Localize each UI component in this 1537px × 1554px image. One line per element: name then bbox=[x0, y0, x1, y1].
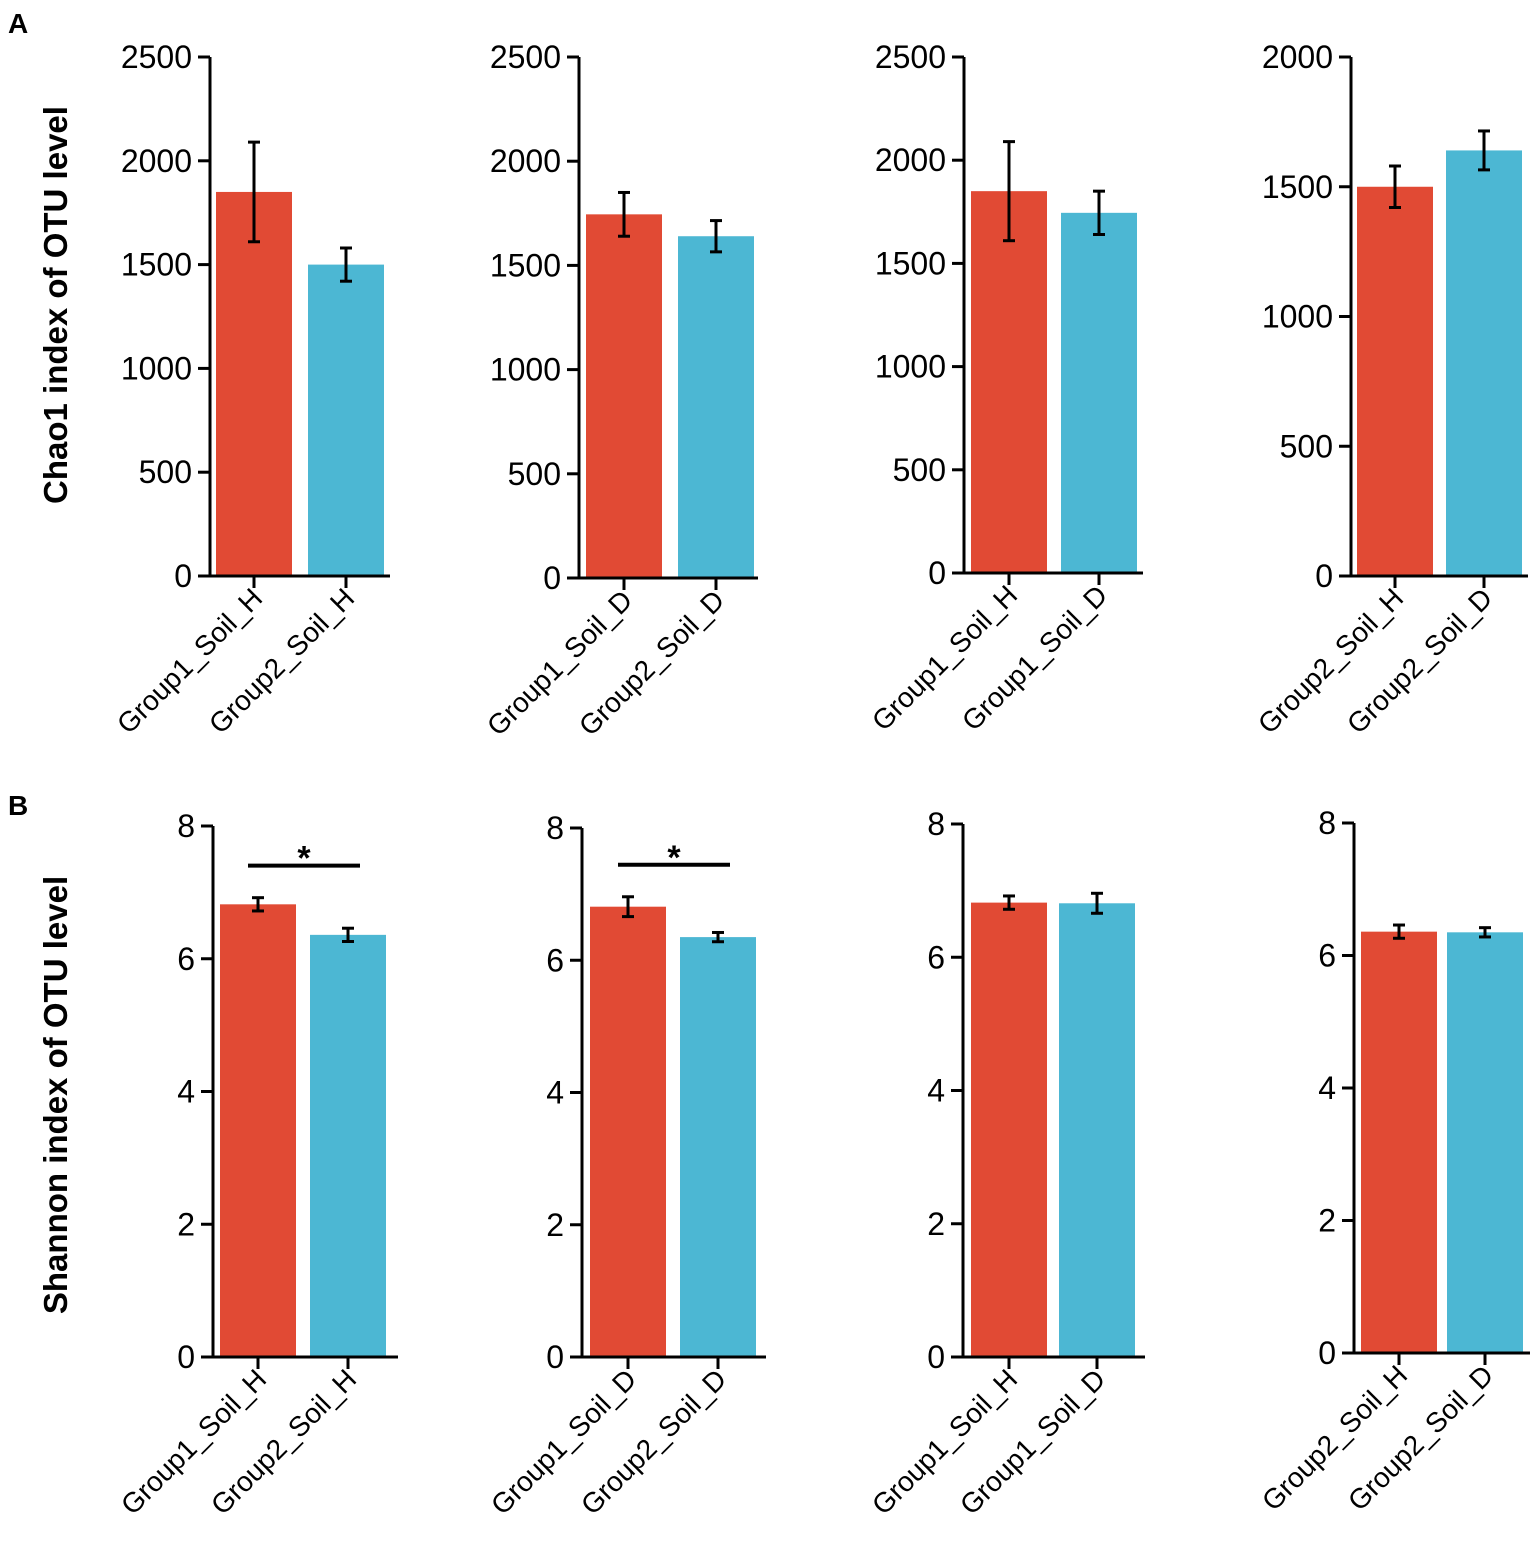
panel-letter-b: B bbox=[8, 790, 29, 821]
chart3-ytick-label-2000: 2000 bbox=[875, 142, 946, 178]
chart7-ytick-label-4: 4 bbox=[927, 1073, 945, 1109]
chart3-ytick-label-0: 0 bbox=[928, 555, 946, 591]
chart1-bar-2 bbox=[308, 264, 384, 576]
chart1-ytick-label-1500: 1500 bbox=[121, 247, 192, 283]
chart4-ytick-label-2000: 2000 bbox=[1262, 39, 1333, 75]
chart2-ytick-label-1000: 1000 bbox=[490, 352, 561, 388]
chart5-ytick-label-0: 0 bbox=[177, 1339, 195, 1375]
chart3-ytick-label-1500: 1500 bbox=[875, 245, 946, 281]
chart1-ytick-label-2000: 2000 bbox=[121, 143, 192, 179]
chart4-ytick-label-0: 0 bbox=[1315, 558, 1333, 594]
chart1-ytick-label-2500: 2500 bbox=[121, 39, 192, 75]
chart8-xlabel-1: Group2_Soil_H bbox=[1256, 1359, 1413, 1516]
chart4-ytick-label-1000: 1000 bbox=[1262, 299, 1333, 335]
chart2-bar-2 bbox=[678, 236, 754, 578]
chart8-xlabel-2: Group2_Soil_D bbox=[1342, 1359, 1499, 1516]
chart8-ytick-label-0: 0 bbox=[1318, 1335, 1336, 1371]
chart8-bar-2 bbox=[1447, 932, 1523, 1353]
chart2-bar-1 bbox=[586, 214, 662, 579]
chart6-significance-label: * bbox=[667, 839, 681, 877]
chart6-ytick-label-6: 6 bbox=[546, 942, 564, 978]
chart3-ytick-label-2500: 2500 bbox=[875, 39, 946, 75]
chart8-ytick-label-2: 2 bbox=[1318, 1203, 1336, 1239]
chart7-bar-1 bbox=[971, 902, 1047, 1357]
chart6-bar-1 bbox=[590, 906, 666, 1357]
chart3-ytick-label-500: 500 bbox=[893, 452, 946, 488]
chart5-ytick-label-6: 6 bbox=[177, 941, 195, 977]
chart3-ytick-label-1000: 1000 bbox=[875, 349, 946, 385]
chart6-ytick-label-2: 2 bbox=[546, 1207, 564, 1243]
chart1-bar-1 bbox=[216, 191, 292, 576]
chart2-ytick-label-0: 0 bbox=[543, 560, 561, 596]
chart7-xlabel-1: Group1_Soil_H bbox=[866, 1363, 1023, 1520]
chart7-ytick-label-6: 6 bbox=[927, 939, 945, 975]
chart8-ytick-label-4: 4 bbox=[1318, 1070, 1336, 1106]
chart7-bar-2 bbox=[1059, 903, 1135, 1357]
chart5-ytick-label-2: 2 bbox=[177, 1206, 195, 1242]
chart4-ytick-label-500: 500 bbox=[1280, 428, 1333, 464]
chart7-ytick-label-8: 8 bbox=[927, 806, 945, 842]
chart2-ytick-label-2500: 2500 bbox=[490, 39, 561, 75]
chart1-ytick-label-1000: 1000 bbox=[121, 350, 192, 386]
chart4-ytick-label-1500: 1500 bbox=[1262, 169, 1333, 205]
chart2-ytick-label-2000: 2000 bbox=[490, 143, 561, 179]
chart3-bar-2 bbox=[1061, 212, 1137, 573]
chart5-ytick-label-8: 8 bbox=[177, 808, 195, 844]
chart5-bar-1 bbox=[220, 904, 296, 1357]
chart2-ytick-label-500: 500 bbox=[508, 456, 561, 492]
chart6-ytick-label-4: 4 bbox=[546, 1075, 564, 1111]
chart6-bar-2 bbox=[680, 937, 756, 1357]
chart7-ytick-label-0: 0 bbox=[927, 1339, 945, 1375]
chart3-bar-1 bbox=[971, 191, 1047, 573]
chart5-bar-2 bbox=[310, 934, 386, 1357]
chart6-ytick-label-0: 0 bbox=[546, 1339, 564, 1375]
chart5-ytick-label-4: 4 bbox=[177, 1074, 195, 1110]
chart8-ytick-label-8: 8 bbox=[1318, 805, 1336, 841]
chart6-ytick-label-8: 8 bbox=[546, 810, 564, 846]
chart7-ytick-label-2: 2 bbox=[927, 1206, 945, 1242]
chart1-ytick-label-0: 0 bbox=[174, 558, 192, 594]
panel-letter-a: A bbox=[8, 8, 29, 39]
chart5-significance-label: * bbox=[297, 840, 311, 878]
chart1-ytick-label-500: 500 bbox=[139, 454, 192, 490]
chart4-bar-1 bbox=[1357, 186, 1433, 576]
chart2-ytick-label-1500: 1500 bbox=[490, 247, 561, 283]
chart8-bar-1 bbox=[1361, 931, 1437, 1353]
chart4-bar-2 bbox=[1446, 150, 1522, 577]
chart8-ytick-label-6: 6 bbox=[1318, 938, 1336, 974]
